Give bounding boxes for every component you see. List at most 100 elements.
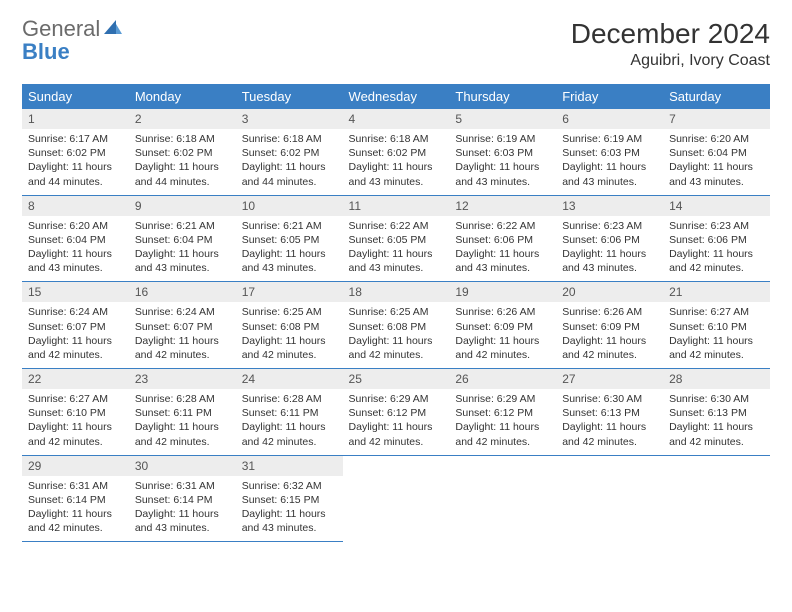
day-number: 24 [236, 369, 343, 389]
daylight-text: Daylight: 11 hours and 43 minutes. [349, 160, 444, 188]
calendar-cell: 30Sunrise: 6:31 AMSunset: 6:14 PMDayligh… [129, 455, 236, 542]
day-number: 11 [343, 196, 450, 216]
day-body: Sunrise: 6:17 AMSunset: 6:02 PMDaylight:… [22, 129, 129, 195]
title-block: December 2024 Aguibri, Ivory Coast [571, 18, 770, 70]
day-number: 22 [22, 369, 129, 389]
sunset-text: Sunset: 6:08 PM [242, 320, 337, 334]
day-number: 2 [129, 109, 236, 129]
daylight-text: Daylight: 11 hours and 42 minutes. [242, 334, 337, 362]
day-body: Sunrise: 6:32 AMSunset: 6:15 PMDaylight:… [236, 476, 343, 542]
sunset-text: Sunset: 6:04 PM [28, 233, 123, 247]
day-body: Sunrise: 6:31 AMSunset: 6:14 PMDaylight:… [22, 476, 129, 542]
day-number: 23 [129, 369, 236, 389]
day-number: 12 [449, 196, 556, 216]
sunset-text: Sunset: 6:05 PM [349, 233, 444, 247]
sunrise-text: Sunrise: 6:25 AM [242, 305, 337, 319]
daylight-text: Daylight: 11 hours and 42 minutes. [135, 334, 230, 362]
sunset-text: Sunset: 6:02 PM [242, 146, 337, 160]
sunset-text: Sunset: 6:12 PM [349, 406, 444, 420]
calendar-cell: 3Sunrise: 6:18 AMSunset: 6:02 PMDaylight… [236, 109, 343, 195]
daylight-text: Daylight: 11 hours and 42 minutes. [562, 420, 657, 448]
sunrise-text: Sunrise: 6:26 AM [455, 305, 550, 319]
daylight-text: Daylight: 11 hours and 42 minutes. [455, 334, 550, 362]
daylight-text: Daylight: 11 hours and 44 minutes. [135, 160, 230, 188]
day-number: 10 [236, 196, 343, 216]
sunrise-text: Sunrise: 6:22 AM [455, 219, 550, 233]
day-body: Sunrise: 6:30 AMSunset: 6:13 PMDaylight:… [556, 389, 663, 455]
sunset-text: Sunset: 6:11 PM [135, 406, 230, 420]
sunset-text: Sunset: 6:10 PM [28, 406, 123, 420]
brand-part2: Blue [22, 39, 70, 64]
daylight-text: Daylight: 11 hours and 43 minutes. [349, 247, 444, 275]
sunset-text: Sunset: 6:12 PM [455, 406, 550, 420]
weekday-header: Wednesday [343, 84, 450, 109]
sunset-text: Sunset: 6:02 PM [135, 146, 230, 160]
sunset-text: Sunset: 6:02 PM [349, 146, 444, 160]
sunrise-text: Sunrise: 6:19 AM [455, 132, 550, 146]
calendar-row: 15Sunrise: 6:24 AMSunset: 6:07 PMDayligh… [22, 282, 770, 369]
sunset-text: Sunset: 6:03 PM [455, 146, 550, 160]
calendar-cell: 21Sunrise: 6:27 AMSunset: 6:10 PMDayligh… [663, 282, 770, 369]
sunrise-text: Sunrise: 6:26 AM [562, 305, 657, 319]
weekday-header: Saturday [663, 84, 770, 109]
sunset-text: Sunset: 6:07 PM [135, 320, 230, 334]
sunset-text: Sunset: 6:07 PM [28, 320, 123, 334]
sunset-text: Sunset: 6:10 PM [669, 320, 764, 334]
day-body: Sunrise: 6:28 AMSunset: 6:11 PMDaylight:… [129, 389, 236, 455]
calendar-cell: 20Sunrise: 6:26 AMSunset: 6:09 PMDayligh… [556, 282, 663, 369]
sunset-text: Sunset: 6:06 PM [669, 233, 764, 247]
calendar-cell: 1Sunrise: 6:17 AMSunset: 6:02 PMDaylight… [22, 109, 129, 195]
day-body: Sunrise: 6:25 AMSunset: 6:08 PMDaylight:… [343, 302, 450, 368]
calendar-cell: 13Sunrise: 6:23 AMSunset: 6:06 PMDayligh… [556, 195, 663, 282]
sunset-text: Sunset: 6:08 PM [349, 320, 444, 334]
sunrise-text: Sunrise: 6:23 AM [669, 219, 764, 233]
day-number: 15 [22, 282, 129, 302]
day-body: Sunrise: 6:25 AMSunset: 6:08 PMDaylight:… [236, 302, 343, 368]
weekday-header: Thursday [449, 84, 556, 109]
sunrise-text: Sunrise: 6:31 AM [135, 479, 230, 493]
calendar-cell: 12 Sunrise: 6:22 AMSunset: 6:06 PMDayligh… [449, 195, 556, 282]
calendar-row: 29Sunrise: 6:31 AMSunset: 6:14 PMDayligh… [22, 455, 770, 542]
day-number: 30 [129, 456, 236, 476]
sunset-text: Sunset: 6:04 PM [669, 146, 764, 160]
day-number: 25 [343, 369, 450, 389]
sunset-text: Sunset: 6:09 PM [562, 320, 657, 334]
calendar-row: 1Sunrise: 6:17 AMSunset: 6:02 PMDaylight… [22, 109, 770, 195]
calendar-cell: 28Sunrise: 6:30 AMSunset: 6:13 PMDayligh… [663, 369, 770, 456]
day-body: Sunrise: 6:19 AMSunset: 6:03 PMDaylight:… [556, 129, 663, 195]
day-number: 26 [449, 369, 556, 389]
day-body: Sunrise: 6:27 AMSunset: 6:10 PMDaylight:… [663, 302, 770, 368]
daylight-text: Daylight: 11 hours and 42 minutes. [562, 334, 657, 362]
day-body: Sunrise: 6:21 AMSunset: 6:05 PMDaylight:… [236, 216, 343, 282]
sunrise-text: Sunrise: 6:22 AM [349, 219, 444, 233]
daylight-text: Daylight: 11 hours and 42 minutes. [28, 507, 123, 535]
day-body: Sunrise: 6:31 AMSunset: 6:14 PMDaylight:… [129, 476, 236, 542]
day-body: Sunrise: 6:21 AMSunset: 6:04 PMDaylight:… [129, 216, 236, 282]
location: Aguibri, Ivory Coast [571, 52, 770, 70]
day-number: 4 [343, 109, 450, 129]
daylight-text: Daylight: 11 hours and 43 minutes. [562, 160, 657, 188]
calendar-cell: 26Sunrise: 6:29 AMSunset: 6:12 PMDayligh… [449, 369, 556, 456]
daylight-text: Daylight: 11 hours and 42 minutes. [28, 420, 123, 448]
calendar-cell: 10Sunrise: 6:21 AMSunset: 6:05 PMDayligh… [236, 195, 343, 282]
calendar-cell: 19Sunrise: 6:26 AMSunset: 6:09 PMDayligh… [449, 282, 556, 369]
calendar-cell: 5Sunrise: 6:19 AMSunset: 6:03 PMDaylight… [449, 109, 556, 195]
day-number: 14 [663, 196, 770, 216]
sunset-text: Sunset: 6:06 PM [455, 233, 550, 247]
sunrise-text: Sunrise: 6:29 AM [349, 392, 444, 406]
sunrise-text: Sunrise: 6:18 AM [135, 132, 230, 146]
calendar-cell: 24Sunrise: 6:28 AMSunset: 6:11 PMDayligh… [236, 369, 343, 456]
calendar-cell: 4Sunrise: 6:18 AMSunset: 6:02 PMDaylight… [343, 109, 450, 195]
daylight-text: Daylight: 11 hours and 43 minutes. [135, 247, 230, 275]
sunrise-text: Sunrise: 6:25 AM [349, 305, 444, 319]
daylight-text: Daylight: 11 hours and 43 minutes. [135, 507, 230, 535]
day-number: 21 [663, 282, 770, 302]
weekday-header: Tuesday [236, 84, 343, 109]
sunset-text: Sunset: 6:13 PM [562, 406, 657, 420]
daylight-text: Daylight: 11 hours and 43 minutes. [455, 247, 550, 275]
sunrise-text: Sunrise: 6:31 AM [28, 479, 123, 493]
brand-part1: General [22, 16, 100, 41]
calendar-cell: 9Sunrise: 6:21 AMSunset: 6:04 PMDaylight… [129, 195, 236, 282]
sunrise-text: Sunrise: 6:28 AM [242, 392, 337, 406]
sunrise-text: Sunrise: 6:32 AM [242, 479, 337, 493]
